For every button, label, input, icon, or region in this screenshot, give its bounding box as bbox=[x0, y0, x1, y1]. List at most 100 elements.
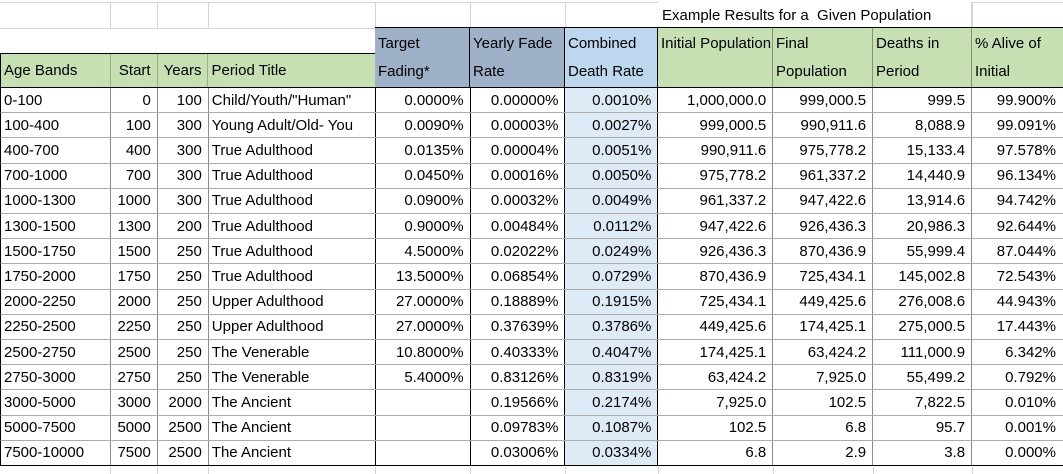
cell-combined-death-rate[interactable]: 0.0112% bbox=[565, 214, 659, 239]
cell-years[interactable]: 100 bbox=[157, 88, 209, 113]
cell-deaths-in-period[interactable]: 20,986.3 bbox=[873, 214, 973, 239]
cell-combined-death-rate[interactable]: 0.4047% bbox=[565, 340, 659, 365]
cell-pct-alive-of-initial[interactable]: 87.044% bbox=[972, 239, 1063, 264]
cell-period-title[interactable]: The Ancient bbox=[208, 440, 376, 465]
cell-combined-death-rate[interactable]: 0.8319% bbox=[565, 365, 659, 390]
cell-initial-population[interactable]: 102.5 bbox=[658, 415, 774, 440]
cell-initial-population[interactable]: 63,424.2 bbox=[658, 365, 774, 390]
cell-initial-population[interactable]: 7,925.0 bbox=[658, 390, 774, 415]
cell-period-title[interactable]: True Adulthood bbox=[208, 264, 376, 289]
cell-initial-population[interactable]: 999,000.5 bbox=[658, 113, 774, 138]
header-deaths-in-period[interactable]: Deaths in Period bbox=[873, 28, 972, 87]
cell-start[interactable]: 7500 bbox=[110, 440, 158, 465]
cell-start[interactable]: 1500 bbox=[110, 239, 158, 264]
cell-initial-population[interactable]: 1,000,000.0 bbox=[658, 88, 774, 113]
cell-target-fading[interactable]: 27.0000% bbox=[375, 314, 471, 339]
cell-years[interactable]: 250 bbox=[157, 289, 209, 314]
cell-pct-alive-of-initial[interactable]: 6.342% bbox=[972, 340, 1063, 365]
cell-final-population[interactable]: 7,925.0 bbox=[773, 365, 874, 390]
cell-start[interactable]: 2250 bbox=[110, 314, 158, 339]
cell-years[interactable]: 2500 bbox=[157, 440, 209, 465]
header-target-fading[interactable]: Target Fading* bbox=[375, 28, 470, 87]
cell-period-title[interactable]: Young Adult/Old- You bbox=[208, 113, 376, 138]
cell-initial-population[interactable]: 926,436.3 bbox=[658, 239, 774, 264]
cell-age-bands[interactable]: 100-400 bbox=[1, 113, 111, 138]
cell-age-bands[interactable]: 7500-10000 bbox=[1, 440, 111, 465]
cell-years[interactable]: 2500 bbox=[157, 415, 209, 440]
cell-deaths-in-period[interactable]: 55,499.2 bbox=[873, 365, 973, 390]
cell-final-population[interactable]: 174,425.1 bbox=[773, 314, 874, 339]
cell-yearly-fade-rate[interactable]: 0.00004% bbox=[470, 138, 566, 163]
cell-age-bands[interactable]: 1000-1300 bbox=[1, 188, 111, 213]
cell-deaths-in-period[interactable]: 55,999.4 bbox=[873, 239, 973, 264]
cell-combined-death-rate[interactable]: 0.0010% bbox=[565, 88, 659, 113]
header-yearly-fade-rate[interactable]: Yearly Fade Rate bbox=[470, 28, 565, 87]
cell-deaths-in-period[interactable]: 7,822.5 bbox=[873, 390, 973, 415]
cell-final-population[interactable]: 961,337.2 bbox=[773, 163, 874, 188]
cell-pct-alive-of-initial[interactable]: 97.578% bbox=[972, 138, 1063, 163]
cell-age-bands[interactable]: 2250-2500 bbox=[1, 314, 111, 339]
header-start[interactable]: Start bbox=[110, 54, 158, 87]
cell-target-fading[interactable]: 13.5000% bbox=[375, 264, 471, 289]
cell-pct-alive-of-initial[interactable]: 72.543% bbox=[972, 264, 1063, 289]
cell-combined-death-rate[interactable]: 0.0334% bbox=[565, 440, 659, 465]
cell-years[interactable]: 250 bbox=[157, 340, 209, 365]
cell-period-title[interactable]: True Adulthood bbox=[208, 214, 376, 239]
header-years[interactable]: Years bbox=[157, 54, 209, 87]
cell-target-fading[interactable]: 0.0135% bbox=[375, 138, 471, 163]
cell-age-bands[interactable]: 1750-2000 bbox=[1, 264, 111, 289]
cell-final-population[interactable]: 6.8 bbox=[773, 415, 874, 440]
cell-initial-population[interactable]: 449,425.6 bbox=[658, 314, 774, 339]
cell-start[interactable]: 1000 bbox=[110, 188, 158, 213]
cell-start[interactable]: 5000 bbox=[110, 415, 158, 440]
cell-yearly-fade-rate[interactable]: 0.06854% bbox=[470, 264, 566, 289]
cell-target-fading[interactable] bbox=[375, 415, 471, 440]
header-alive-of-initial[interactable]: % Alive of Initial bbox=[972, 28, 1063, 87]
cell-start[interactable]: 0 bbox=[110, 88, 158, 113]
cell-years[interactable]: 300 bbox=[157, 188, 209, 213]
cell-pct-alive-of-initial[interactable]: 92.644% bbox=[972, 214, 1063, 239]
cell-period-title[interactable]: The Ancient bbox=[208, 415, 376, 440]
cell-period-title[interactable]: True Adulthood bbox=[208, 163, 376, 188]
header-final-population[interactable]: Final Population bbox=[773, 28, 873, 87]
cell-pct-alive-of-initial[interactable]: 99.091% bbox=[972, 113, 1063, 138]
cell-final-population[interactable]: 947,422.6 bbox=[773, 188, 874, 213]
cell-deaths-in-period[interactable]: 3.8 bbox=[873, 440, 973, 465]
cell-target-fading[interactable]: 0.0000% bbox=[375, 88, 471, 113]
cell-period-title[interactable]: The Ancient bbox=[208, 390, 376, 415]
cell-target-fading[interactable]: 0.0090% bbox=[375, 113, 471, 138]
cell-yearly-fade-rate[interactable]: 0.83126% bbox=[470, 365, 566, 390]
cell-age-bands[interactable]: 5000-7500 bbox=[1, 415, 111, 440]
cell-years[interactable]: 250 bbox=[157, 314, 209, 339]
cell-period-title[interactable]: Upper Adulthood bbox=[208, 314, 376, 339]
cell-deaths-in-period[interactable]: 275,000.5 bbox=[873, 314, 973, 339]
cell-yearly-fade-rate[interactable]: 0.09783% bbox=[470, 415, 566, 440]
cell-start[interactable]: 2500 bbox=[110, 340, 158, 365]
cell-period-title[interactable]: True Adulthood bbox=[208, 188, 376, 213]
cell-deaths-in-period[interactable]: 145,002.8 bbox=[873, 264, 973, 289]
cell-pct-alive-of-initial[interactable]: 44.943% bbox=[972, 289, 1063, 314]
cell-yearly-fade-rate[interactable]: 0.02022% bbox=[470, 239, 566, 264]
cell-yearly-fade-rate[interactable]: 0.37639% bbox=[470, 314, 566, 339]
cell-years[interactable]: 250 bbox=[157, 365, 209, 390]
cell-final-population[interactable]: 999,000.5 bbox=[773, 88, 874, 113]
cell-initial-population[interactable]: 961,337.2 bbox=[658, 188, 774, 213]
cell-target-fading[interactable]: 0.9000% bbox=[375, 214, 471, 239]
cell-pct-alive-of-initial[interactable]: 17.443% bbox=[972, 314, 1063, 339]
header-initial-population[interactable]: Initial Population bbox=[658, 28, 773, 87]
cell-start[interactable]: 1750 bbox=[110, 264, 158, 289]
cell-combined-death-rate[interactable]: 0.2174% bbox=[565, 390, 659, 415]
cell-target-fading[interactable]: 4.5000% bbox=[375, 239, 471, 264]
cell-deaths-in-period[interactable]: 14,440.9 bbox=[873, 163, 973, 188]
cell-years[interactable]: 200 bbox=[157, 214, 209, 239]
cell-deaths-in-period[interactable]: 276,008.6 bbox=[873, 289, 973, 314]
cell-deaths-in-period[interactable]: 95.7 bbox=[873, 415, 973, 440]
cell-years[interactable]: 2000 bbox=[157, 390, 209, 415]
cell-combined-death-rate[interactable]: 0.3786% bbox=[565, 314, 659, 339]
cell-period-title[interactable]: Upper Adulthood bbox=[208, 289, 376, 314]
cell-final-population[interactable]: 102.5 bbox=[773, 390, 874, 415]
cell-pct-alive-of-initial[interactable]: 0.001% bbox=[972, 415, 1063, 440]
cell-deaths-in-period[interactable]: 999.5 bbox=[873, 88, 973, 113]
cell-target-fading[interactable]: 27.0000% bbox=[375, 289, 471, 314]
cell-target-fading[interactable] bbox=[375, 390, 471, 415]
